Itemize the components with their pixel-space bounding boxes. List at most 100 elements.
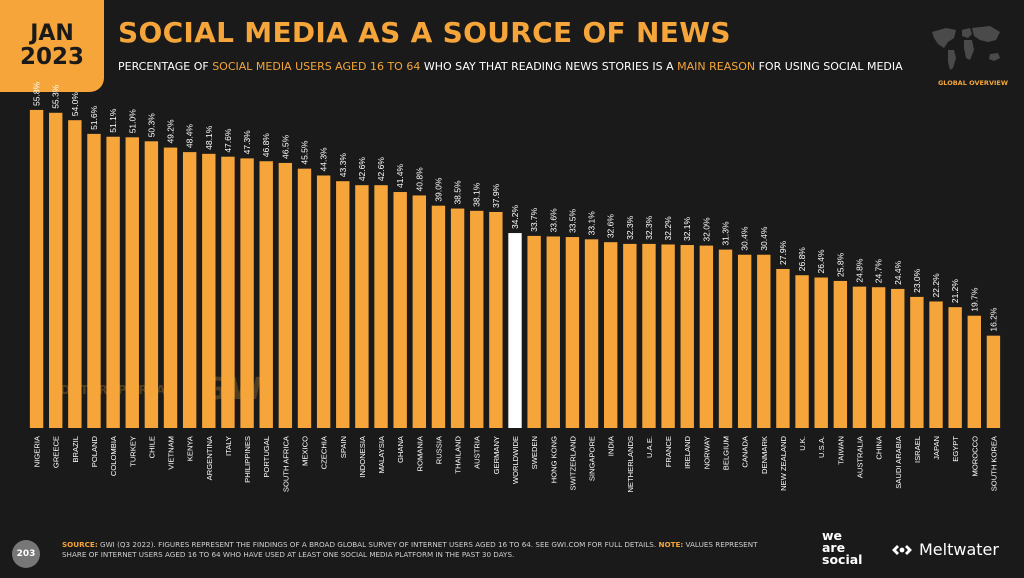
bar-netherlands bbox=[623, 243, 637, 428]
value-label: 32.3% bbox=[644, 215, 654, 240]
subtitle-segment: PERCENTAGE OF bbox=[118, 60, 213, 73]
category-label: NETHERLANDS bbox=[626, 436, 635, 493]
value-label: 51.0% bbox=[127, 109, 137, 134]
bar-south-africa bbox=[278, 162, 293, 428]
value-label: 21.2% bbox=[950, 279, 960, 304]
value-label: 24.7% bbox=[874, 259, 884, 284]
bar-sweden bbox=[527, 235, 541, 428]
category-label: THAILAND bbox=[454, 435, 463, 473]
bar-malaysia bbox=[374, 185, 388, 428]
date-badge: JAN 2023 bbox=[0, 0, 104, 92]
note-label: NOTE: bbox=[658, 540, 684, 549]
we-are-social-logo: we are social bbox=[822, 529, 862, 566]
category-label: MALAYSIA bbox=[377, 435, 386, 473]
category-label: NEW ZEALAND bbox=[779, 435, 788, 490]
value-label: 54.0% bbox=[70, 92, 80, 117]
category-label: KENYA bbox=[186, 435, 195, 461]
value-label: 26.8% bbox=[797, 247, 807, 272]
category-label: AUSTRIA bbox=[473, 435, 482, 469]
meltwater-logo: Meltwater bbox=[890, 540, 999, 559]
value-label: 16.2% bbox=[988, 307, 998, 332]
category-label: HONG KONG bbox=[549, 436, 558, 483]
category-label: NORWAY bbox=[702, 436, 711, 469]
category-label: U.A.E. bbox=[645, 436, 654, 458]
page-number: 203 bbox=[12, 540, 40, 568]
bar-saudi-arabia bbox=[891, 288, 905, 428]
source-text: GWI (Q3 2022). FIGURES REPRESENT THE FIN… bbox=[97, 540, 659, 549]
world-map-icon bbox=[932, 26, 1000, 70]
value-label: 42.6% bbox=[357, 157, 367, 182]
value-label: 46.5% bbox=[280, 134, 290, 159]
bar-chile bbox=[144, 141, 159, 429]
value-label: 48.4% bbox=[185, 124, 195, 149]
value-label: 26.4% bbox=[816, 249, 826, 274]
bar-canada bbox=[737, 254, 752, 428]
bar-india bbox=[603, 242, 618, 428]
bar-worldwide bbox=[508, 233, 522, 428]
category-label: JAPAN bbox=[932, 436, 941, 460]
value-label: 39.0% bbox=[433, 177, 443, 202]
source-label: SOURCE: bbox=[62, 540, 98, 549]
category-label: DENMARK bbox=[760, 436, 769, 474]
category-label: WORLDWIDE bbox=[511, 436, 520, 484]
category-label: SINGAPORE bbox=[588, 436, 597, 481]
bar-brazil bbox=[68, 120, 82, 428]
date-year: 2023 bbox=[19, 44, 84, 71]
value-label: 44.3% bbox=[319, 147, 329, 172]
value-label: 51.1% bbox=[108, 108, 118, 133]
bar-switzerland bbox=[565, 237, 580, 428]
map-caption: GLOBAL OVERVIEW bbox=[937, 79, 1008, 87]
category-label: BRAZIL bbox=[71, 436, 80, 463]
value-label: 50.3% bbox=[146, 113, 156, 138]
category-label: GREECE bbox=[52, 436, 61, 468]
category-label: ROMANIA bbox=[415, 435, 424, 471]
source-note: SOURCE: GWI (Q3 2022). FIGURES REPRESENT… bbox=[62, 540, 762, 559]
bar-argentina bbox=[202, 153, 216, 428]
value-label: 32.2% bbox=[663, 216, 673, 241]
bar-vietnam bbox=[163, 147, 178, 428]
category-label: IRELAND bbox=[683, 435, 692, 468]
value-label: 19.7% bbox=[969, 287, 979, 312]
category-label: COLOMBIA bbox=[109, 435, 118, 476]
bar-indonesia bbox=[355, 185, 369, 428]
value-label: 34.2% bbox=[510, 205, 520, 230]
bar-czechia bbox=[316, 175, 331, 428]
bar-france bbox=[661, 244, 675, 428]
note-text: VALUES REPRESENT SHARE OF INTERNET USERS… bbox=[62, 540, 758, 559]
bar-greece bbox=[49, 112, 63, 428]
category-label: VIETNAM bbox=[167, 436, 176, 470]
value-label: 32.0% bbox=[701, 217, 711, 242]
bar-mexico bbox=[297, 168, 312, 428]
category-label: RUSSIA bbox=[434, 435, 443, 464]
bar-taiwan bbox=[833, 280, 848, 428]
bar-ireland bbox=[680, 245, 694, 428]
bar-new-zealand bbox=[776, 268, 790, 428]
value-label: 42.6% bbox=[376, 157, 386, 182]
value-label: 33.6% bbox=[548, 208, 558, 233]
value-label: 47.6% bbox=[223, 128, 233, 153]
category-label: SWEDEN bbox=[530, 436, 539, 469]
bar-morocco bbox=[967, 315, 981, 428]
value-label: 55.3% bbox=[51, 84, 61, 109]
value-label: 40.8% bbox=[414, 167, 424, 192]
bar-thailand bbox=[450, 208, 465, 428]
meltwater-text: Meltwater bbox=[919, 540, 999, 559]
category-label: EGYPT bbox=[951, 436, 960, 462]
bar-singapore bbox=[584, 239, 599, 428]
value-label: 31.3% bbox=[721, 221, 731, 246]
category-label: CHILE bbox=[147, 436, 156, 458]
category-label: MOROCCO bbox=[970, 436, 979, 477]
value-label: 30.4% bbox=[740, 226, 750, 251]
category-label: NIGERIA bbox=[33, 435, 42, 467]
bar-u-k- bbox=[795, 275, 809, 428]
bar-japan bbox=[929, 301, 943, 428]
bar-spain bbox=[336, 181, 350, 428]
category-label: SOUTH KOREA bbox=[989, 435, 998, 491]
category-label: CANADA bbox=[741, 435, 750, 468]
bar-ghana bbox=[393, 192, 407, 428]
bar-turkey bbox=[125, 137, 139, 429]
category-label: ARGENTINA bbox=[205, 435, 214, 480]
category-label: SWITZERLAND bbox=[568, 435, 577, 490]
value-label: 33.1% bbox=[587, 211, 597, 236]
